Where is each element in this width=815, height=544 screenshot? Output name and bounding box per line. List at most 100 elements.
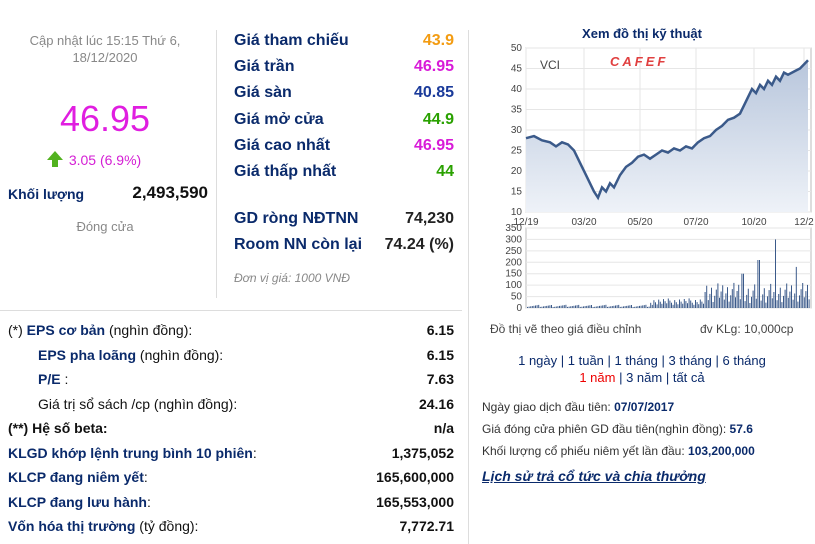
volume-bar xyxy=(589,305,591,308)
range-3-thang[interactable]: 3 tháng xyxy=(668,353,712,368)
volume-bar xyxy=(597,306,599,308)
financial-label-rest: Hệ số beta: xyxy=(28,420,108,436)
volume-bar xyxy=(712,302,714,308)
financial-label: Giá trị sổ sách /cp (nghìn đồng): xyxy=(8,396,237,412)
volume-bar xyxy=(730,295,732,308)
volume-bar xyxy=(599,305,600,308)
volume-bar xyxy=(679,299,680,308)
volume-bar xyxy=(751,296,752,308)
financial-row: Vốn hóa thị trường (tỷ đồng): 7,772.71 xyxy=(8,518,454,542)
financial-bold-label: KLGD khớp lệnh trung bình 10 phiên xyxy=(8,444,253,461)
volume-bar xyxy=(586,305,588,308)
volume-bar xyxy=(538,304,540,308)
chart-title-link[interactable]: Xem đồ thị kỹ thuật xyxy=(582,26,702,41)
volume-bar xyxy=(527,306,528,308)
volume-bar xyxy=(677,304,679,308)
volume-bar xyxy=(568,306,570,308)
volume-y-tick: 250 xyxy=(505,246,522,257)
volume-bar xyxy=(757,260,759,308)
date-tick: 03/20 xyxy=(571,217,596,228)
first-day-row: Ngày giao dịch đầu tiên: 07/07/2017 xyxy=(482,400,674,414)
financial-label: Vốn hóa thị trường (tỷ đồng): xyxy=(8,518,198,534)
first-volume-label: Khối lượng cổ phiếu niêm yết lần đầu: xyxy=(482,444,689,458)
volume-bar xyxy=(723,299,725,308)
date-tick: 12/2 xyxy=(794,217,814,228)
financial-label: KLCP đang niêm yết: xyxy=(8,469,148,485)
volume-bar xyxy=(714,295,716,308)
volume-bar xyxy=(549,305,551,308)
volume-bar xyxy=(805,291,807,308)
financial-row: (**) Hệ số beta: n/a xyxy=(8,420,454,444)
price-y-tick: 40 xyxy=(511,84,523,95)
divider xyxy=(0,310,462,311)
price-label: Giá thấp nhất xyxy=(234,163,337,180)
volume-bar xyxy=(642,305,644,308)
volume-bar xyxy=(741,273,743,308)
volume-bar xyxy=(693,304,695,308)
price-change: 3.05 (6.9%) xyxy=(68,152,142,168)
volume-bar xyxy=(731,289,733,308)
range-1-thang[interactable]: 1 tháng xyxy=(614,353,658,368)
financial-label-rest: Giá trị sổ sách /cp (nghìn đồng): xyxy=(38,395,238,412)
price-label: Giá sàn xyxy=(234,84,292,101)
range-1-nam[interactable]: 1 năm xyxy=(579,370,616,385)
foreign-room-row: Room NN còn lại 74.24 (%) xyxy=(234,236,454,254)
date-tick: 05/20 xyxy=(627,217,652,228)
volume-bar xyxy=(738,284,740,308)
volume-bar xyxy=(560,305,562,308)
financial-row: KLGD khớp lệnh trung bình 10 phiên: 1,375… xyxy=(8,445,454,469)
volume-bar xyxy=(704,292,706,308)
financial-value: 165,553,000 xyxy=(376,493,454,510)
volume-bar xyxy=(605,304,607,308)
volume-bar xyxy=(613,305,615,308)
volume-bar xyxy=(675,302,677,308)
volume-bar xyxy=(680,301,682,308)
range-tat-ca[interactable]: tất cả xyxy=(672,370,705,385)
financial-label: (**) Hệ số beta: xyxy=(8,420,108,436)
financial-row: KLCP đang niêm yết: 165,600,000 xyxy=(8,469,454,493)
first-price-row: Giá đóng cửa phiên GD đầu tiên(nghìn đồn… xyxy=(482,422,753,436)
unit-note: Đơn vị giá: 1000 VNĐ xyxy=(234,271,350,285)
volume-bar xyxy=(667,298,669,308)
volume-bar xyxy=(685,301,687,308)
volume-bar xyxy=(800,289,802,308)
financial-label: KLCP đang lưu hành: xyxy=(8,494,151,510)
price-chart[interactable]: VCI CAFEF 50 45 40 35 30 25 20 15 10 12/19 03/20 0… xyxy=(474,42,815,314)
volume-bar xyxy=(629,305,631,308)
chart-note-left: Đồ thị vẽ theo giá điều chỉnh xyxy=(490,322,642,336)
financial-value: 7,772.71 xyxy=(399,518,455,534)
financial-value: 165,600,000 xyxy=(376,469,454,485)
volume-bar xyxy=(655,302,656,308)
first-day-value: 07/07/2017 xyxy=(614,400,675,414)
foreign-room-label: Room NN còn lại xyxy=(234,236,363,253)
range-1-ngay[interactable]: 1 ngày xyxy=(518,353,558,368)
first-price-value: 57.6 xyxy=(729,422,753,436)
range-6-thang[interactable]: 6 tháng xyxy=(722,353,766,368)
volume-bar xyxy=(779,287,781,308)
range-selector-row1: 1 ngày | 1 tuần | 1 tháng | 3 tháng | 6 … xyxy=(518,353,766,368)
volume-bar xyxy=(794,293,796,308)
price-area xyxy=(526,60,808,212)
range-1-tuan[interactable]: 1 tuần xyxy=(567,353,604,368)
volume-bar xyxy=(706,285,708,308)
financial-bold-label: Vốn hóa thị trường xyxy=(8,518,136,534)
volume-y-tick: 150 xyxy=(505,269,522,280)
price-value: 46.95 xyxy=(413,137,454,154)
volume-bar xyxy=(554,306,556,308)
range-3-nam[interactable]: 3 năm xyxy=(626,370,663,385)
dividend-history-link[interactable]: Lịch sử trả cổ tức và chia thưởng xyxy=(482,468,706,484)
price-row: Giá tham chiếu 43.9 xyxy=(234,32,454,56)
volume-bar xyxy=(611,306,613,308)
volume-bar xyxy=(763,288,765,308)
volume-bar xyxy=(584,306,586,308)
volume-bar xyxy=(626,305,628,308)
volume-bar xyxy=(786,283,788,308)
volume-bar xyxy=(783,295,784,308)
volume-bar xyxy=(615,305,616,308)
volume-bar xyxy=(787,297,789,308)
volume-bar xyxy=(784,289,786,308)
financial-label: KLGD khớp lệnh trung bình 10 phiên: xyxy=(8,445,257,461)
volume-bar xyxy=(656,304,658,308)
volume-bar xyxy=(555,306,557,308)
financial-label: P/E : xyxy=(8,371,68,387)
